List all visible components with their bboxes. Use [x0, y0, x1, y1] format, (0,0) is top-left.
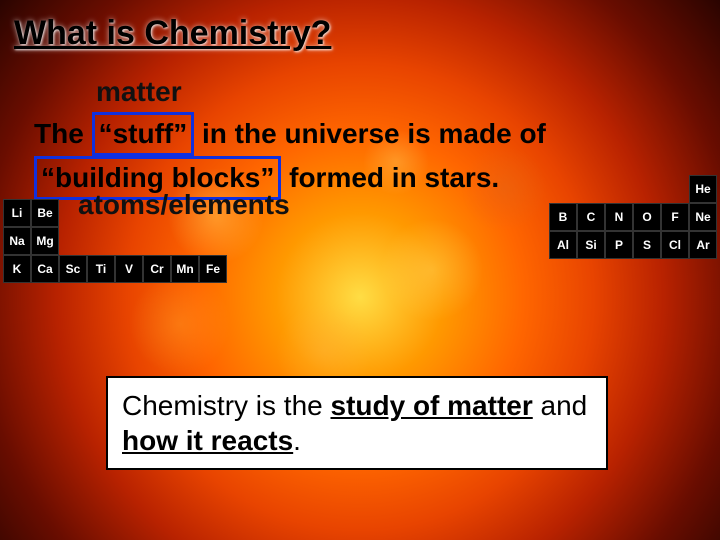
definition-underline2: how it reacts: [122, 425, 293, 456]
element-cell: Cl: [661, 231, 689, 259]
element-cell: S: [633, 231, 661, 259]
element-cell: Ca: [31, 255, 59, 283]
element-cell: Al: [549, 231, 577, 259]
element-cell: K: [3, 255, 31, 283]
element-cell: V: [115, 255, 143, 283]
element-cell: Li: [3, 199, 31, 227]
definition-mid: and: [533, 390, 588, 421]
table-row: B C N O F Ne: [549, 203, 717, 231]
element-cell: Cr: [143, 255, 171, 283]
element-cell: P: [605, 231, 633, 259]
definition-lead: Chemistry is the: [122, 390, 331, 421]
annotation-matter: matter: [96, 76, 182, 108]
slide-title: What is Chemistry?: [14, 14, 331, 53]
table-row: K Ca Sc Ti V Cr Mn Fe: [3, 255, 227, 283]
definition-tail: .: [293, 425, 301, 456]
element-cell: Ti: [87, 255, 115, 283]
element-cell: Mg: [31, 227, 59, 255]
element-cell: Be: [31, 199, 59, 227]
sentence-part2: in the universe is made of: [194, 118, 546, 149]
element-cell: N: [605, 203, 633, 231]
sentence-part3: formed in stars.: [281, 162, 499, 193]
element-cell: Ar: [689, 231, 717, 259]
element-cell: F: [661, 203, 689, 231]
element-cell: Si: [577, 231, 605, 259]
table-row: Li Be: [3, 199, 227, 227]
element-cell: C: [577, 203, 605, 231]
element-cell: Sc: [59, 255, 87, 283]
periodic-right: He B C N O F Ne Al Si P S Cl Ar: [549, 175, 717, 259]
table-row: He: [549, 175, 717, 203]
definition-box: Chemistry is the study of matter and how…: [106, 376, 608, 470]
periodic-left: Li Be Na Mg K Ca Sc Ti V Cr Mn Fe: [3, 199, 227, 283]
element-cell: Mn: [171, 255, 199, 283]
table-row: Al Si P S Cl Ar: [549, 231, 717, 259]
boxed-stuff: “stuff”: [92, 112, 195, 156]
definition-underline1: study of matter: [331, 390, 533, 421]
element-cell: B: [549, 203, 577, 231]
sentence-part1: The: [34, 118, 92, 149]
element-cell: Na: [3, 227, 31, 255]
table-row: Na Mg: [3, 227, 227, 255]
slide-content: What is Chemistry? matter The “stuff” in…: [0, 0, 720, 540]
element-cell: Ne: [689, 203, 717, 231]
element-cell: O: [633, 203, 661, 231]
element-cell: He: [689, 175, 717, 203]
element-cell: Fe: [199, 255, 227, 283]
